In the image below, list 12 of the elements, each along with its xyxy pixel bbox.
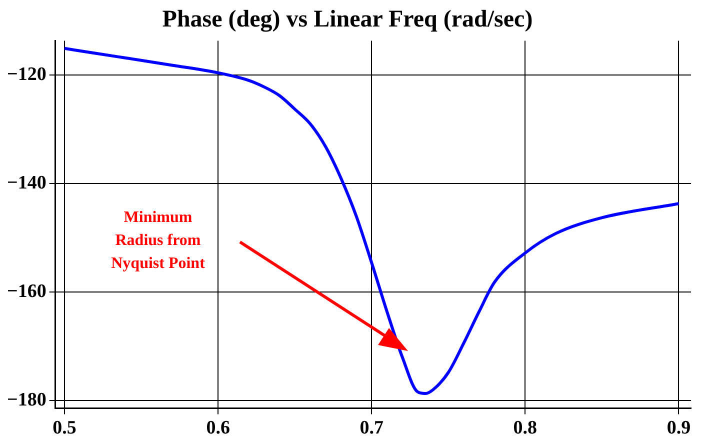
- y-tick-label: −180: [7, 390, 46, 411]
- annotation: Minimum Radius from Nyquist Point: [111, 209, 206, 272]
- x-tick-label: 0.8: [513, 418, 538, 439]
- y-tick-label: −140: [7, 172, 46, 194]
- x-tick-label: 0.6: [206, 418, 230, 439]
- line-series: [63, 46, 680, 396]
- y-tick-label: −120: [7, 64, 46, 85]
- y-tick-label: −160: [7, 280, 46, 302]
- chart-title: Phase (deg) vs Linear Freq (rad/sec): [162, 6, 533, 33]
- x-tick-label: 0.5: [52, 418, 76, 439]
- x-tick-label: 0.9: [666, 418, 691, 439]
- x-tick-label: 0.7: [360, 418, 384, 439]
